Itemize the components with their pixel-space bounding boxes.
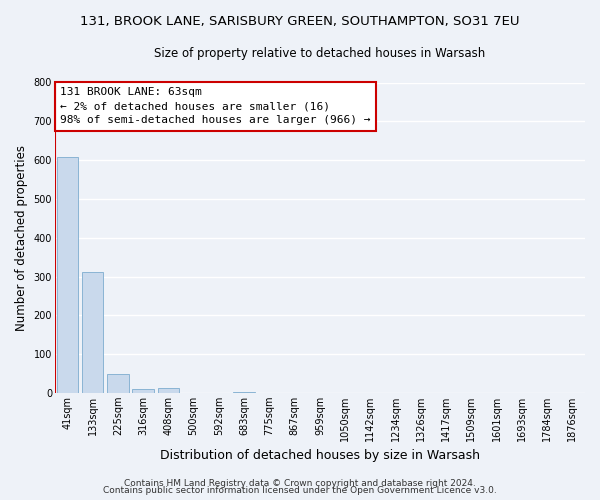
Text: 131 BROOK LANE: 63sqm
← 2% of detached houses are smaller (16)
98% of semi-detac: 131 BROOK LANE: 63sqm ← 2% of detached h…: [60, 87, 371, 125]
Bar: [107, 374, 128, 393]
Text: 131, BROOK LANE, SARISBURY GREEN, SOUTHAMPTON, SO31 7EU: 131, BROOK LANE, SARISBURY GREEN, SOUTHA…: [80, 15, 520, 28]
Bar: [133, 388, 154, 393]
Bar: [233, 392, 255, 393]
Text: Contains public sector information licensed under the Open Government Licence v3: Contains public sector information licen…: [103, 486, 497, 495]
Y-axis label: Number of detached properties: Number of detached properties: [15, 145, 28, 331]
X-axis label: Distribution of detached houses by size in Warsash: Distribution of detached houses by size …: [160, 450, 480, 462]
Bar: [57, 158, 78, 393]
Text: Contains HM Land Registry data © Crown copyright and database right 2024.: Contains HM Land Registry data © Crown c…: [124, 478, 476, 488]
Title: Size of property relative to detached houses in Warsash: Size of property relative to detached ho…: [154, 48, 485, 60]
Bar: [82, 272, 103, 393]
Bar: [158, 388, 179, 393]
